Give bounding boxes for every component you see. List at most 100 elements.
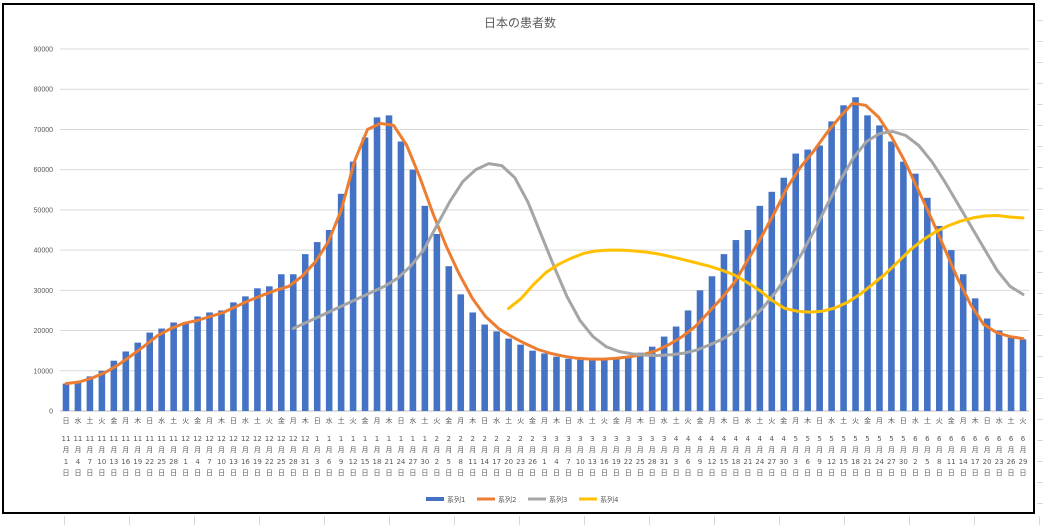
bar <box>912 173 919 411</box>
x-tick-text: 15 <box>719 458 728 466</box>
x-tick-text: 日 <box>912 469 919 477</box>
x-tick-text: 12 <box>827 458 836 466</box>
x-tick-text: 11 <box>133 435 142 443</box>
x-tick-text: 月 <box>625 446 632 454</box>
sheet-gridlines-bottom <box>0 516 1043 525</box>
x-tick-text: 日 <box>350 469 357 477</box>
x-tick-text: 10 <box>576 458 585 466</box>
bar <box>469 312 477 411</box>
x-tick-text: 22 <box>145 458 154 466</box>
x-tick-label: 金 5 月 21 日 <box>863 416 872 477</box>
x-tick-text: 4 <box>195 458 200 466</box>
x-tick-text: 月 <box>158 446 165 454</box>
x-tick-text: 金 <box>194 416 201 425</box>
bar <box>816 145 823 412</box>
x-tick-text: 金 <box>529 416 536 425</box>
x-tick-text: 11 <box>468 458 477 466</box>
x-tick-label: 木 3 月 4 日 <box>553 416 560 477</box>
x-tick-text: 日 <box>278 469 285 477</box>
x-tick-text: 日 <box>888 469 895 477</box>
bar <box>289 274 297 411</box>
x-tick-text: 水 <box>493 416 500 425</box>
x-tick-text: 13 <box>229 458 238 466</box>
x-tick-label: 火 12 月 22 日 <box>265 417 274 477</box>
x-tick-text: 木 <box>469 416 476 425</box>
x-tick-text: 金 <box>362 416 369 425</box>
x-tick-label: 火 5 月 18 日 <box>851 417 860 477</box>
x-tick-text: 水 <box>326 416 333 425</box>
y-tick-label: 20000 <box>34 328 54 335</box>
x-tick-text: 13 <box>588 458 597 466</box>
x-tick-text: 17 <box>492 458 501 466</box>
x-tick-text: 5 <box>817 435 821 443</box>
x-tick-text: 1 <box>542 458 546 466</box>
x-tick-label: 日 12 月 13 日 <box>229 417 238 477</box>
legend: 系列1 系列2 系列3 系列4 <box>426 495 619 504</box>
x-tick-text: 月 <box>541 417 548 425</box>
bar <box>888 141 895 411</box>
x-tick-text: 月 <box>278 446 285 454</box>
x-tick-text: 12 <box>277 435 286 443</box>
x-tick-text: 日 <box>732 417 739 425</box>
bar <box>924 197 931 411</box>
y-tick-label: 90000 <box>34 47 54 54</box>
x-tick-text: 月 <box>720 446 727 454</box>
x-tick-text: 日 <box>385 469 392 477</box>
x-tick-label: 土 6 月 5 日 <box>924 416 931 477</box>
y-tick-label: 80000 <box>34 87 54 94</box>
x-tick-text: 16 <box>600 458 609 466</box>
x-tick-text: 4 <box>698 435 703 443</box>
x-tick-text: 月 <box>326 446 333 454</box>
x-tick-text: 月 <box>661 446 668 454</box>
x-tick-label: 水 1 月 27 日 <box>408 416 417 477</box>
x-tick-text: 10 <box>217 458 226 466</box>
x-tick-text: 月 <box>876 446 883 454</box>
chart-area[interactable]: 日本の患者数 0 10000 20000 30000 40000 50000 60000 70… <box>2 3 1035 514</box>
x-tick-text: 日 <box>864 469 871 477</box>
x-tick-text: 日 <box>62 469 69 477</box>
bar <box>529 350 536 411</box>
x-tick-text: 月 <box>338 446 345 454</box>
x-tick-text: 7 <box>207 458 211 466</box>
x-tick-text: 日 <box>397 417 404 425</box>
x-tick-text: 土 <box>924 416 931 425</box>
x-tick-text: 日 <box>469 469 476 477</box>
x-tick-text: 5 <box>877 435 881 443</box>
x-tick-text: 6 <box>997 435 1002 443</box>
x-tick-text: 6 <box>805 458 810 466</box>
x-tick-text: 日 <box>230 417 237 425</box>
x-tick-text: 日 <box>302 469 309 477</box>
x-tick-label: 日 5 月 9 日 <box>816 417 823 477</box>
x-tick-text: 月 <box>122 446 129 454</box>
x-tick-text: 2 <box>913 458 917 466</box>
x-tick-text: 月 <box>553 446 560 454</box>
bar <box>624 356 632 411</box>
x-tick-text: 月 <box>792 446 799 454</box>
x-tick-text: 月 <box>290 417 297 425</box>
x-tick-text: 4 <box>734 435 739 443</box>
x-tick-text: 火 <box>936 417 943 425</box>
x-tick-label: 水 5 月 12 日 <box>827 416 836 477</box>
x-tick-text: 5 <box>901 435 905 443</box>
x-tick-text: 月 <box>517 446 524 454</box>
x-tick-label: 金 4 月 30 日 <box>779 416 788 477</box>
x-tick-text: 21 <box>743 458 752 466</box>
bar <box>349 161 357 411</box>
x-tick-text: 月 <box>804 446 811 454</box>
x-tick-text: 月 <box>182 446 189 454</box>
x-tick-text: 日 <box>254 469 261 477</box>
x-tick-text: 19 <box>133 458 142 466</box>
bar <box>122 351 130 411</box>
x-tick-text: 28 <box>289 458 298 466</box>
bar <box>445 266 453 411</box>
bar <box>935 225 943 411</box>
x-tick-text: 6 <box>327 458 332 466</box>
x-tick-text: 月 <box>457 446 464 454</box>
bar <box>385 115 393 411</box>
x-tick-text: 日 <box>673 469 680 477</box>
x-tick-text: 月 <box>433 446 440 454</box>
bar <box>959 274 967 411</box>
x-tick-text: 日 <box>792 469 799 477</box>
x-tick-text: 3 <box>578 435 582 443</box>
x-tick-text: 月 <box>98 446 105 454</box>
